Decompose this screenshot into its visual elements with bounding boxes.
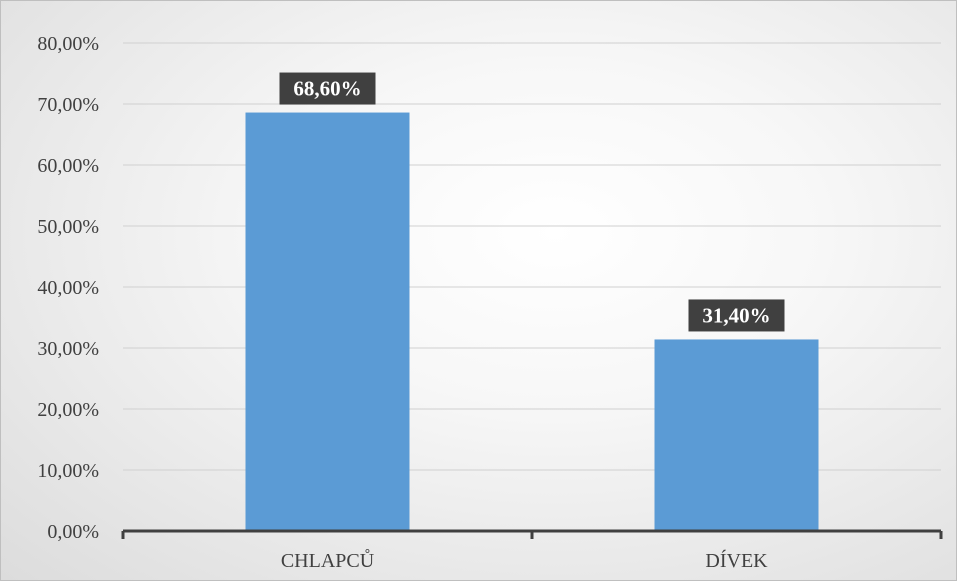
bar-1 — [245, 112, 410, 531]
y-tick-label: 40,00% — [37, 277, 99, 299]
data-labels: 68,60% 31,40% — [279, 72, 785, 332]
y-tick-label: 50,00% — [37, 216, 99, 238]
y-tick-label: 0,00% — [47, 521, 99, 543]
data-label: 68,60% — [293, 77, 361, 101]
y-tick-label: 20,00% — [37, 399, 99, 421]
y-tick-label: 10,00% — [37, 460, 99, 482]
data-label: 31,40% — [702, 303, 770, 327]
bar-2 — [654, 339, 819, 531]
data-label-background — [279, 72, 376, 105]
x-axis — [121, 529, 943, 539]
y-axis-tick-labels: 0,00% 10,00% 20,00% 30,00% 40,00% 50,00% 60,00… — [37, 33, 99, 543]
y-tick-label: 80,00% — [37, 33, 99, 55]
y-tick-label: 30,00% — [37, 338, 99, 360]
y-tick-label: 60,00% — [37, 155, 99, 177]
x-axis-category-labels: CHLAPCŮ DÍVEK — [281, 548, 768, 572]
x-category-label: CHLAPCŮ — [281, 548, 375, 572]
y-tick-label: 70,00% — [37, 94, 99, 116]
x-category-label: DÍVEK — [705, 549, 768, 572]
data-label-background — [688, 299, 785, 332]
bars — [245, 112, 819, 531]
